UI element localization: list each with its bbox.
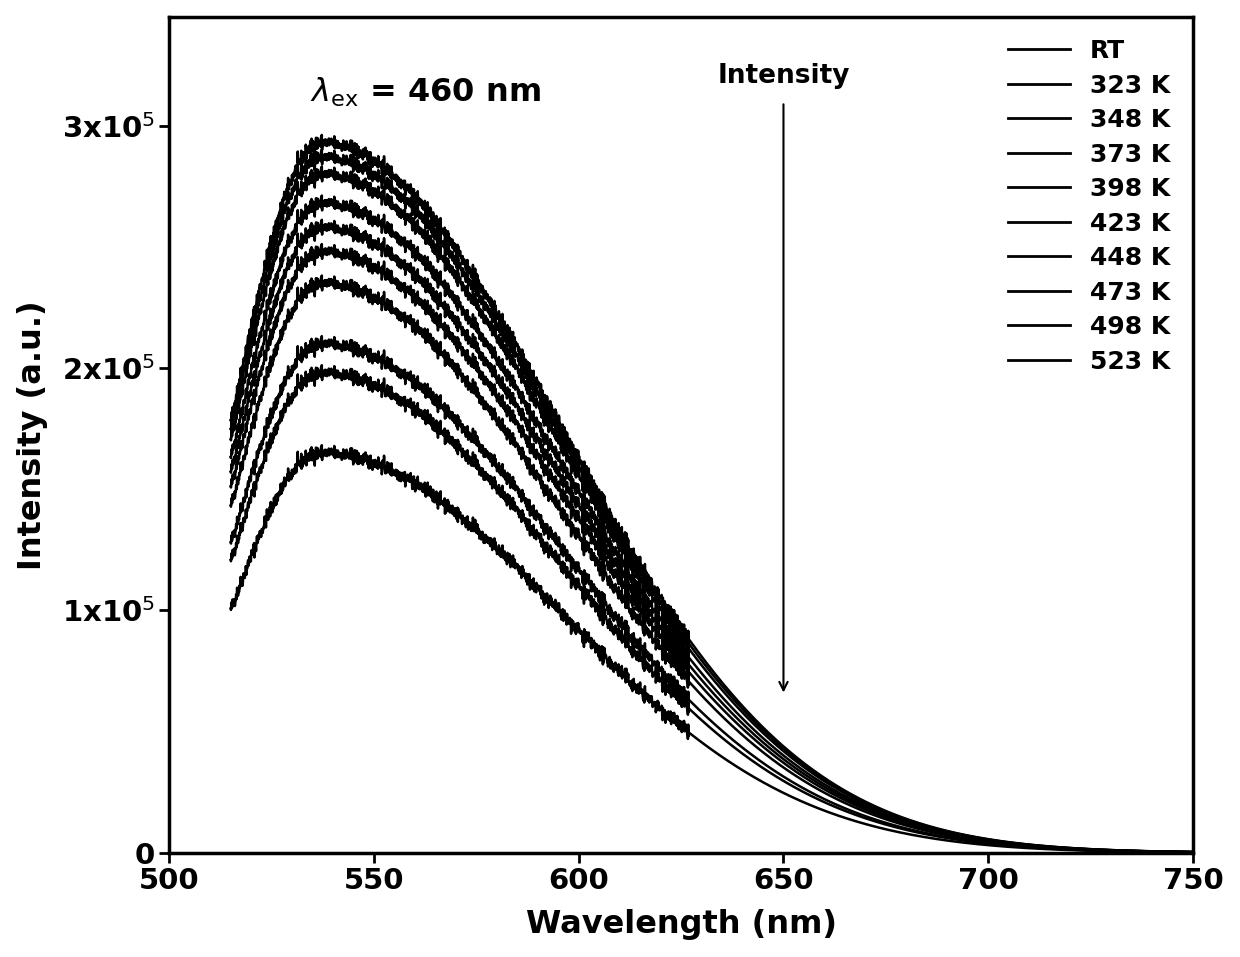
X-axis label: Wavelength (nm): Wavelength (nm): [526, 909, 837, 941]
Y-axis label: Intensity (a.u.): Intensity (a.u.): [16, 300, 47, 569]
Text: $\lambda_{\mathrm{ex}}$ = 460 nm: $\lambda_{\mathrm{ex}}$ = 460 nm: [310, 76, 541, 109]
Legend: RT, 323 K, 348 K, 373 K, 398 K, 423 K, 448 K, 473 K, 498 K, 523 K: RT, 323 K, 348 K, 373 K, 398 K, 423 K, 4…: [998, 29, 1180, 384]
Text: Intensity: Intensity: [717, 63, 849, 89]
